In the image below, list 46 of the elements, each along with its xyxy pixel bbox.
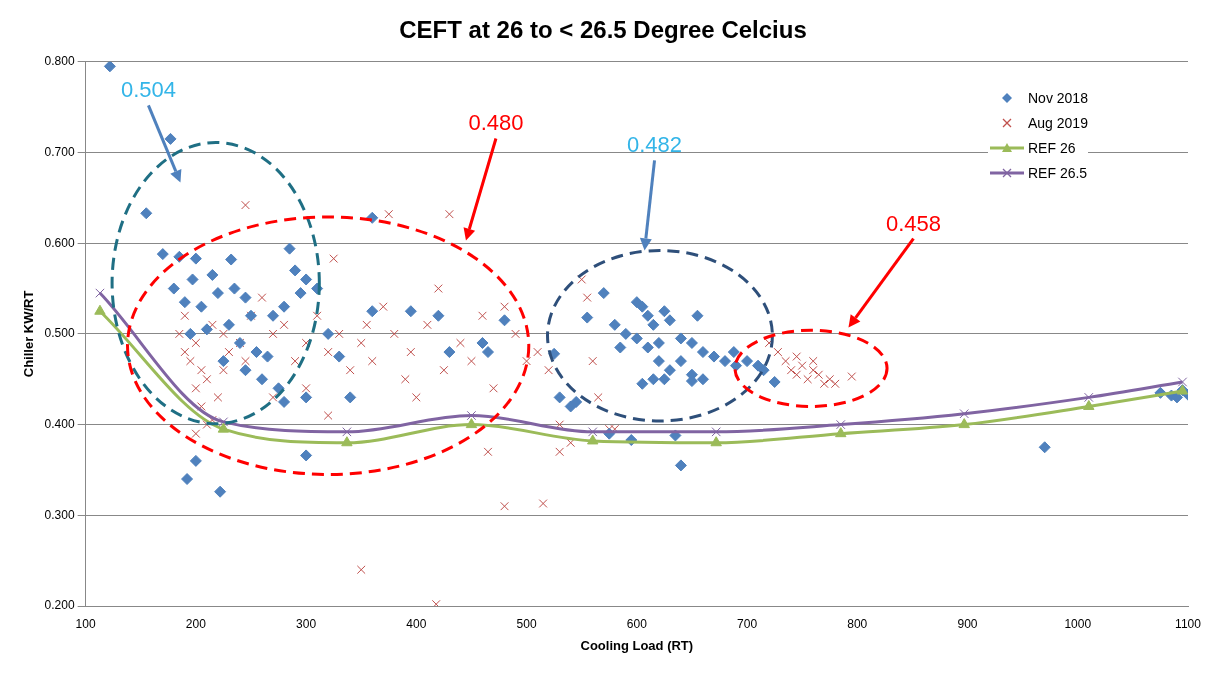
y-axis-title: Chiller KW/RT — [21, 290, 37, 378]
legend-label: Aug 2019 — [1028, 115, 1088, 132]
x-tick-label: 1000 — [1064, 616, 1092, 631]
point — [1177, 377, 1188, 387]
x-tick-label: 800 — [847, 616, 868, 631]
x-tick-label: 1100 — [1175, 616, 1202, 631]
x-tick-label: 500 — [516, 616, 537, 631]
x-tick-label: 400 — [406, 616, 427, 631]
annotation: 0.482 — [627, 132, 683, 158]
chart-title: CEFT at 26 to < 26.5 Degree Celcius — [399, 16, 807, 44]
point — [341, 436, 353, 447]
point — [711, 427, 721, 437]
y-tick-label: 0.500 — [44, 326, 75, 341]
point — [1084, 392, 1094, 403]
x-tick-label: 100 — [75, 616, 96, 631]
y-tick-label: 0.700 — [44, 144, 75, 159]
x-axis-title: Cooling Load (RT) — [580, 637, 694, 653]
point — [710, 436, 722, 447]
y-tick-label: 0.200 — [44, 598, 75, 613]
y-tick-label: 0.600 — [44, 235, 75, 250]
point — [342, 427, 352, 437]
point — [835, 427, 847, 438]
legend-label: REF 26 — [1028, 140, 1076, 157]
legend-label: Nov 2018 — [1028, 90, 1088, 107]
x-tick-label: 700 — [737, 616, 758, 631]
point — [587, 427, 598, 437]
point — [959, 408, 969, 419]
x-tick-label: 900 — [957, 616, 978, 631]
x-tick-label: 600 — [626, 616, 648, 631]
point — [465, 418, 478, 429]
point — [218, 417, 229, 427]
point — [217, 422, 230, 433]
legend-label: REF 26.5 — [1028, 165, 1088, 182]
y-tick-label: 0.300 — [44, 507, 75, 522]
x-tick-label: 200 — [185, 616, 207, 631]
point — [587, 434, 599, 445]
annotation: 0.504 — [120, 77, 176, 103]
point — [958, 418, 970, 429]
y-tick-label: 0.400 — [44, 416, 75, 431]
point — [836, 419, 846, 430]
point — [94, 304, 106, 315]
x-tick-label: 300 — [296, 616, 317, 631]
y-tick-label: 0.800 — [44, 54, 75, 69]
point — [1083, 399, 1095, 410]
annotation: 0.458 — [885, 210, 941, 236]
annotation: 0.480 — [468, 110, 524, 136]
